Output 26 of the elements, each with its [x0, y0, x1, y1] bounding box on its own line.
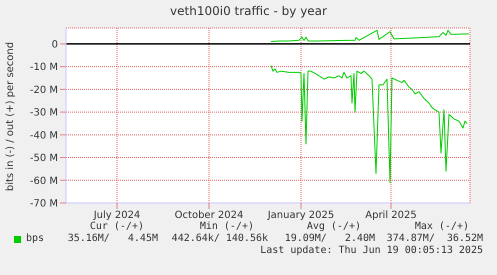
text: Avg (-/+): [306, 221, 361, 232]
y-tick-label: -30 M: [30, 108, 58, 119]
y-tick-label: -70 M: [30, 198, 58, 210]
chart-title: veth100i0 traffic - by year: [169, 4, 328, 18]
x-tick-label: July 2024: [92, 210, 140, 222]
text: 35.16M/ 4.45M: [68, 233, 158, 244]
text: 374.87M/ 36.52M: [386, 233, 483, 244]
y-tick-label: -50 M: [30, 153, 58, 164]
x-tick-label: April 2025: [365, 210, 417, 222]
y-tick-label: -60 M: [30, 176, 58, 187]
text: 442.64k/ 140.56k: [172, 233, 268, 244]
text: Last update: Thu Jun 19 00:05:13 2025: [260, 245, 483, 256]
line-series: [270, 65, 468, 184]
text: 19.09M/ 2.40M: [284, 233, 375, 244]
y-tick-label: -40 M: [30, 130, 58, 142]
text: Max (-/+): [414, 221, 469, 232]
text: Min (-/+): [200, 221, 254, 232]
y-tick-label: -20 M: [30, 84, 58, 96]
line-series: [270, 30, 470, 42]
y-tick-label: -10 M: [30, 62, 58, 74]
y-axis-title: bits in (-) / out (+) per second: [6, 41, 16, 191]
y-tick-label: 0: [52, 39, 58, 50]
text: Cur (-/+): [90, 221, 144, 232]
x-tick-label: October 2024: [174, 210, 244, 222]
legend-label: bps: [26, 233, 44, 244]
x-tick-label: January 2025: [266, 210, 334, 222]
